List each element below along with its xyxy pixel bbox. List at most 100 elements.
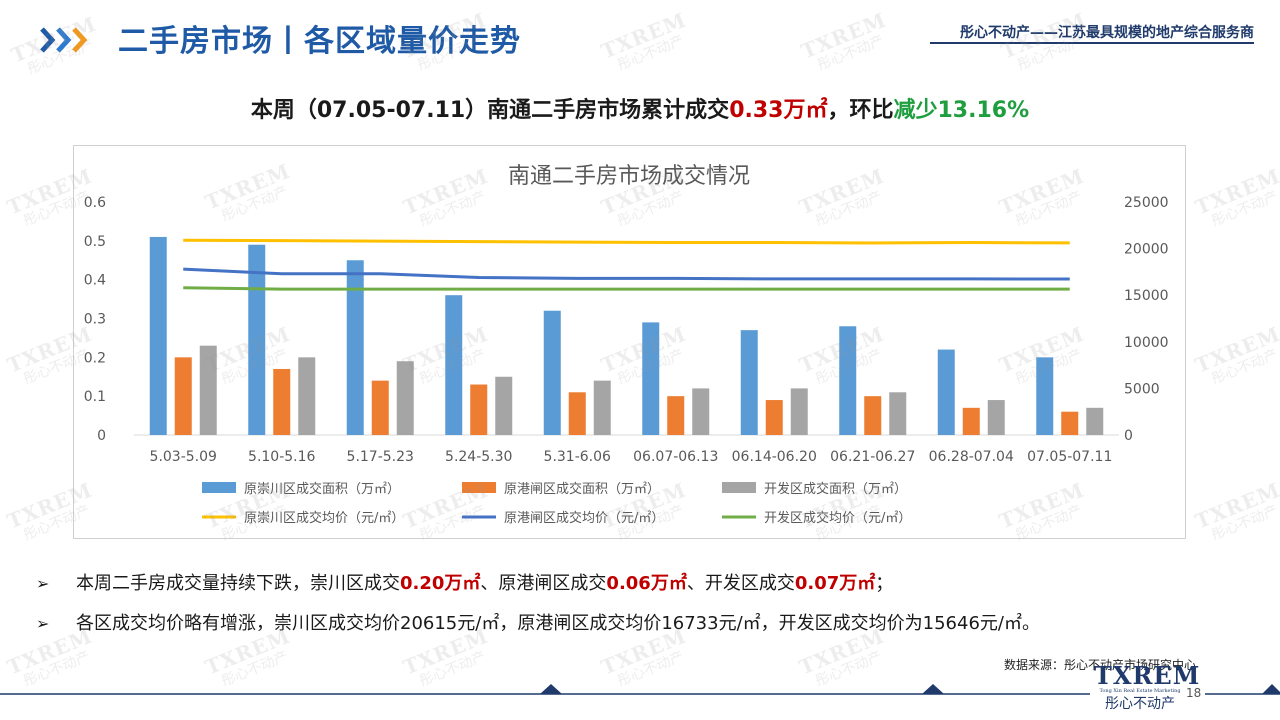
logo-chinese-name: 彤心不动产	[1105, 696, 1175, 712]
bar-1-8	[962, 407, 980, 435]
x-tick-label: 06.07-06.13	[633, 449, 718, 465]
y-left-tick-label: 0.4	[84, 273, 106, 289]
y-left-tick-label: 0.6	[84, 195, 106, 211]
data-source: 数据来源：彤心不动产市场研究中心	[1003, 658, 1196, 672]
legend-label: 开发区成交面积（万㎡）	[764, 481, 907, 497]
bar-0-0	[149, 236, 167, 435]
weekly-summary-headline: 本周（07.05-07.11）南通二手房市场累计成交0.33万㎡，环比减少13.…	[0, 92, 1280, 124]
logo-subtitle: Tong Xin Real Estate Marketing	[1099, 688, 1181, 694]
x-tick-label: 5.17-5.23	[347, 449, 414, 465]
bar-2-8	[987, 400, 1005, 435]
bar-0-7	[839, 326, 857, 435]
legend-swatch-bar-1	[462, 482, 496, 493]
bar-0-9	[1036, 357, 1054, 435]
headline-mid: ，环比	[827, 98, 894, 123]
logo-mark: TXREM	[1094, 661, 1201, 690]
legend-label: 原崇川区成交面积（万㎡）	[244, 481, 400, 497]
x-tick-label: 5.24-5.30	[445, 449, 512, 465]
y-right-tick-label: 25000	[1124, 195, 1169, 211]
bar-2-4	[593, 380, 611, 435]
bar-0-3	[445, 295, 463, 435]
y-right-tick-label: 0	[1124, 428, 1133, 444]
transaction-chart: 南通二手房市场成交情况 0 0.1 0.2 0.3 0.4 0.5 0.6 0 5000 10000…	[84, 164, 1169, 526]
bar-2-1	[298, 357, 316, 435]
chart-title: 南通二手房市场成交情况	[508, 164, 750, 189]
bullet-text-part: 本周二手房成交量持续下跌，崇川区成交	[76, 573, 400, 594]
bullet-text: 本周二手房成交量持续下跌，崇川区成交0.20万㎡、原港闸区成交0.06万㎡、开发…	[76, 570, 893, 598]
bar-1-7	[864, 396, 882, 435]
x-tick-label: 07.05-07.11	[1027, 449, 1112, 465]
bullet-text-part: 、开发区成交	[686, 573, 795, 594]
bullet-text-part: 、原港闸区成交	[480, 573, 607, 594]
y-right-tick-label: 15000	[1124, 288, 1169, 304]
bar-0-8	[937, 349, 955, 435]
bar-0-4	[543, 310, 561, 435]
page-number: 18	[1186, 686, 1202, 700]
x-tick-label: 5.03-5.09	[150, 449, 217, 465]
bar-1-2	[371, 380, 389, 435]
bullet-text-part: ；	[875, 573, 894, 594]
y-right-tick-label: 10000	[1124, 335, 1169, 351]
page-title: 二手房市场丨各区域量价走势	[118, 24, 521, 59]
y-left-tick-label: 0.2	[84, 350, 106, 366]
footer-decoration	[0, 684, 1280, 695]
line-series-0	[183, 238, 1070, 245]
headline-volume: 0.33万㎡	[729, 98, 828, 123]
x-tick-label: 06.21-06.27	[830, 449, 915, 465]
bar-1-5	[667, 396, 685, 435]
bullet-highlight: 0.06万㎡	[606, 573, 687, 594]
bar-2-9	[1086, 407, 1104, 435]
bar-0-1	[248, 244, 266, 435]
x-tick-label: 5.31-6.06	[544, 449, 611, 465]
y-left-tick-label: 0	[97, 428, 106, 444]
bar-0-5	[642, 322, 660, 435]
x-tick-label: 06.14-06.20	[732, 449, 817, 465]
bar-1-6	[765, 400, 783, 435]
bar-1-1	[273, 368, 291, 435]
y-left-tick-label: 0.1	[84, 389, 106, 405]
legend-label: 开发区成交均价（元/㎡）	[764, 510, 911, 526]
bar-0-2	[346, 260, 364, 435]
headline-text: 本周（07.05-07.11）南通二手房市场累计成交	[250, 98, 730, 123]
y-left-tick-label: 0.5	[84, 234, 106, 250]
line-series-1	[183, 267, 1070, 281]
header-underline	[930, 42, 1254, 44]
bar-1-4	[568, 392, 586, 435]
bar-2-0	[199, 345, 217, 435]
bar-2-3	[495, 376, 513, 435]
chevron-arrows-icon	[40, 27, 88, 53]
bullet-highlight: 0.07万㎡	[794, 573, 876, 594]
company-slogan: 彤心不动产——江苏最具规模的地产综合服务商	[960, 25, 1254, 41]
bullet-marker-icon: ➢	[36, 614, 50, 633]
chart-container: 南通二手房市场成交情况 0 0.1 0.2 0.3 0.4 0.5 0.6 0 5000 10000…	[73, 145, 1186, 539]
bar-0-6	[740, 330, 758, 435]
bullet-marker-icon: ➢	[36, 574, 50, 593]
bar-2-7	[889, 392, 907, 435]
headline-change: 减少13.16%	[893, 98, 1030, 123]
company-logo: TXREM Tong Xin Real Estate Marketing 彤心不…	[1094, 661, 1201, 713]
legend-label: 原港闸区成交均价（元/㎡）	[504, 510, 664, 526]
x-tick-label: 06.28-07.04	[929, 449, 1014, 465]
bar-2-6	[790, 388, 808, 435]
y-left-tick-label: 0.3	[84, 312, 106, 328]
line-series-2	[183, 286, 1070, 291]
legend-label: 原崇川区成交均价（元/㎡）	[244, 510, 404, 526]
legend-label: 原港闸区成交面积（万㎡）	[504, 481, 660, 497]
legend-swatch-bar-2	[722, 482, 756, 493]
bar-2-5	[692, 388, 710, 435]
bullet-highlight: 0.20万㎡	[400, 573, 481, 594]
y-right-tick-label: 20000	[1124, 242, 1169, 258]
legend-swatch-bar-0	[202, 482, 236, 493]
bar-1-0	[174, 357, 192, 435]
bullet-text-part: 各区成交均价略有增涨，崇川区成交均价20615元/㎡，原港闸区成交均价16733…	[76, 613, 1040, 634]
bar-1-3	[470, 384, 488, 435]
bar-2-2	[396, 361, 414, 435]
bullet-text: 各区成交均价略有增涨，崇川区成交均价20615元/㎡，原港闸区成交均价16733…	[76, 610, 1040, 638]
bar-1-9	[1061, 411, 1079, 435]
y-right-tick-label: 5000	[1124, 381, 1160, 397]
